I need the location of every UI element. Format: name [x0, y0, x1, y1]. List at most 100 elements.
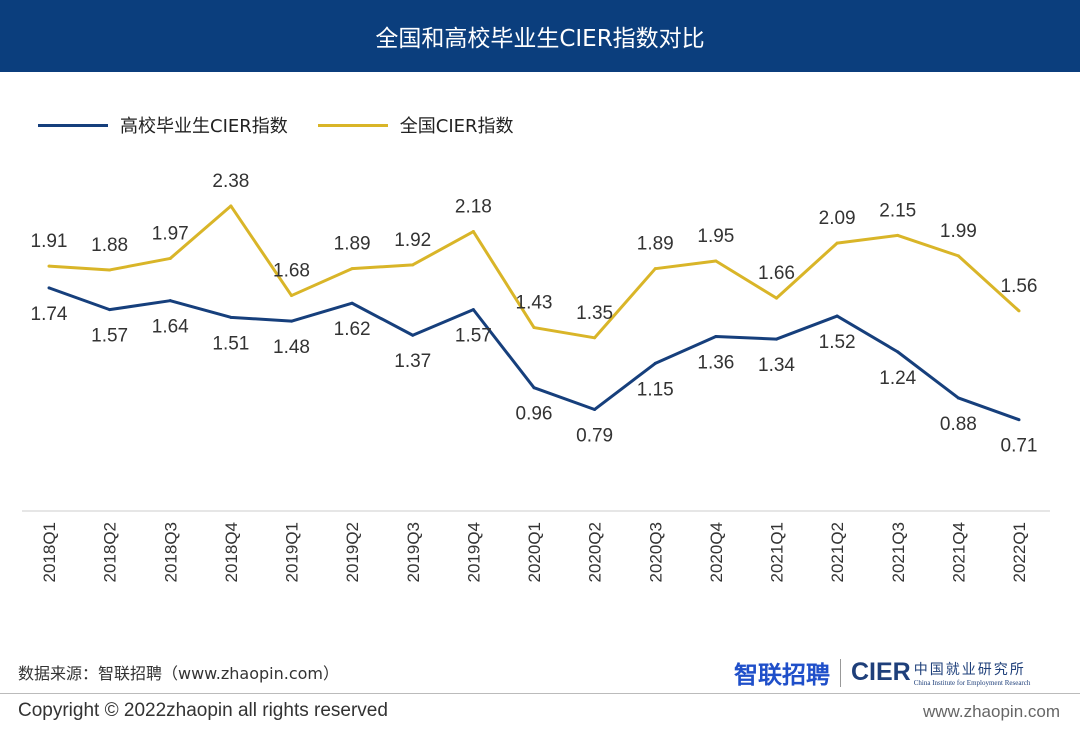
data-point — [47, 286, 51, 290]
data-point — [1017, 309, 1021, 313]
data-point — [350, 267, 354, 271]
data-label: 1.92 — [394, 230, 431, 251]
footer-divider — [0, 693, 1080, 694]
data-label: 1.64 — [152, 317, 189, 338]
data-point — [714, 335, 718, 339]
data-point — [168, 299, 172, 303]
data-point — [956, 254, 960, 258]
data-label: 1.89 — [334, 234, 371, 255]
data-point — [532, 326, 536, 330]
data-point — [108, 308, 112, 312]
x-tick-label: 2019Q3 — [404, 522, 423, 583]
data-label: 1.97 — [152, 223, 189, 244]
legend-item-graduates: 高校毕业生CIER指数 — [38, 112, 288, 138]
data-label: 2.18 — [455, 197, 492, 218]
data-label: 1.24 — [879, 368, 916, 389]
x-tick-label: 2020Q4 — [707, 522, 726, 583]
data-point — [775, 337, 778, 341]
copyright: Copyright © 2022zhaopin all rights reser… — [18, 700, 388, 721]
data-point — [653, 267, 657, 271]
data-label: 1.37 — [394, 351, 431, 372]
data-point — [411, 333, 415, 337]
data-label: 0.96 — [516, 404, 553, 425]
data-point — [350, 301, 354, 305]
chart-title: 全国和高校毕业生CIER指数对比 — [375, 26, 705, 52]
data-label: 1.56 — [1001, 276, 1038, 297]
x-tick-label: 2018Q4 — [222, 522, 241, 583]
x-tick-label: 2021Q3 — [889, 522, 908, 583]
data-label: 1.62 — [334, 319, 371, 340]
data-source: 数据来源：智联招聘（www.zhaopin.com） — [18, 664, 340, 683]
data-label: 2.38 — [212, 171, 249, 192]
data-label: 0.88 — [940, 414, 977, 435]
data-label: 1.34 — [758, 355, 795, 376]
data-label: 1.48 — [273, 337, 310, 358]
x-tick-label: 2018Q3 — [161, 522, 180, 583]
data-label: 0.79 — [576, 425, 613, 446]
data-label: 1.95 — [697, 226, 734, 247]
data-point — [896, 233, 900, 237]
data-point — [47, 264, 51, 268]
x-tick-label: 2020Q1 — [525, 522, 544, 583]
logo: 智联招聘 CIER 中国就业研究所 China Institute for Em… — [734, 655, 1030, 690]
footer-url: www.zhaopin.com — [922, 702, 1060, 721]
x-tick-label: 2019Q1 — [283, 522, 302, 583]
data-label: 1.68 — [273, 261, 310, 282]
legend-swatch-graduates — [38, 123, 108, 127]
x-tick-label: 2022Q1 — [1010, 522, 1029, 583]
x-tick-label: 2021Q1 — [768, 522, 787, 583]
data-label: 0.71 — [1001, 436, 1038, 457]
logo-cier-en: China Institute for Employment Research — [913, 678, 1031, 687]
x-tick-label: 2018Q1 — [40, 522, 59, 583]
data-point — [593, 336, 597, 340]
data-point — [532, 386, 536, 390]
data-label: 1.15 — [637, 379, 674, 400]
logo-cier-text: 中国就业研究所 China Institute for Employment R… — [914, 659, 1031, 687]
data-point — [108, 268, 112, 272]
logo-zhaopin: 智联招聘 — [734, 661, 830, 689]
legend-label-graduates: 高校毕业生CIER指数 — [120, 116, 288, 137]
chart-title-banner: 全国和高校毕业生CIER指数对比 — [0, 0, 1080, 72]
data-point — [775, 296, 778, 300]
series-line-1 — [48, 204, 1021, 340]
data-point — [290, 319, 293, 323]
logo-divider — [840, 658, 841, 687]
data-label: 1.35 — [576, 303, 613, 324]
data-label: 2.15 — [879, 200, 916, 221]
legend-swatch-national — [317, 123, 388, 127]
data-label: 1.91 — [31, 231, 68, 252]
data-point — [714, 259, 718, 263]
data-point — [956, 396, 960, 400]
data-point — [411, 263, 415, 267]
data-label: 1.52 — [819, 332, 856, 353]
x-tick-label: 2019Q2 — [343, 522, 362, 583]
data-label: 2.09 — [819, 208, 856, 229]
logo-cier-cn: 中国就业研究所 — [913, 661, 1026, 678]
legend-label-national: 全国CIER指数 — [399, 116, 514, 137]
data-point — [229, 315, 233, 319]
logo-cier: CIER — [851, 658, 911, 686]
legend: 高校毕业生CIER指数 全国CIER指数 — [38, 112, 544, 138]
data-point — [471, 308, 475, 312]
data-label: 1.36 — [697, 353, 734, 374]
line-chart: 2018Q1 2018Q2 2018Q3 2018Q4 2019Q1 2019Q2 2019… — [22, 171, 1050, 583]
data-label: 1.43 — [516, 293, 553, 314]
data-label: 1.57 — [91, 326, 128, 347]
data-label: 1.74 — [31, 304, 68, 325]
data-label: 1.88 — [91, 235, 128, 256]
data-point — [896, 350, 900, 354]
data-label: 1.66 — [758, 263, 795, 284]
legend-item-national: 全国CIER指数 — [317, 112, 514, 138]
data-point — [290, 294, 293, 298]
data-point — [593, 407, 597, 411]
data-point — [168, 256, 172, 260]
data-label: 1.99 — [940, 221, 977, 242]
x-tick-label: 2019Q4 — [464, 522, 483, 583]
data-point — [471, 230, 475, 234]
data-label: 1.51 — [212, 333, 249, 354]
x-tick-label: 2020Q3 — [646, 522, 665, 583]
data-point — [835, 241, 839, 245]
data-point — [653, 361, 657, 365]
data-point — [229, 204, 233, 208]
data-point — [835, 314, 839, 318]
